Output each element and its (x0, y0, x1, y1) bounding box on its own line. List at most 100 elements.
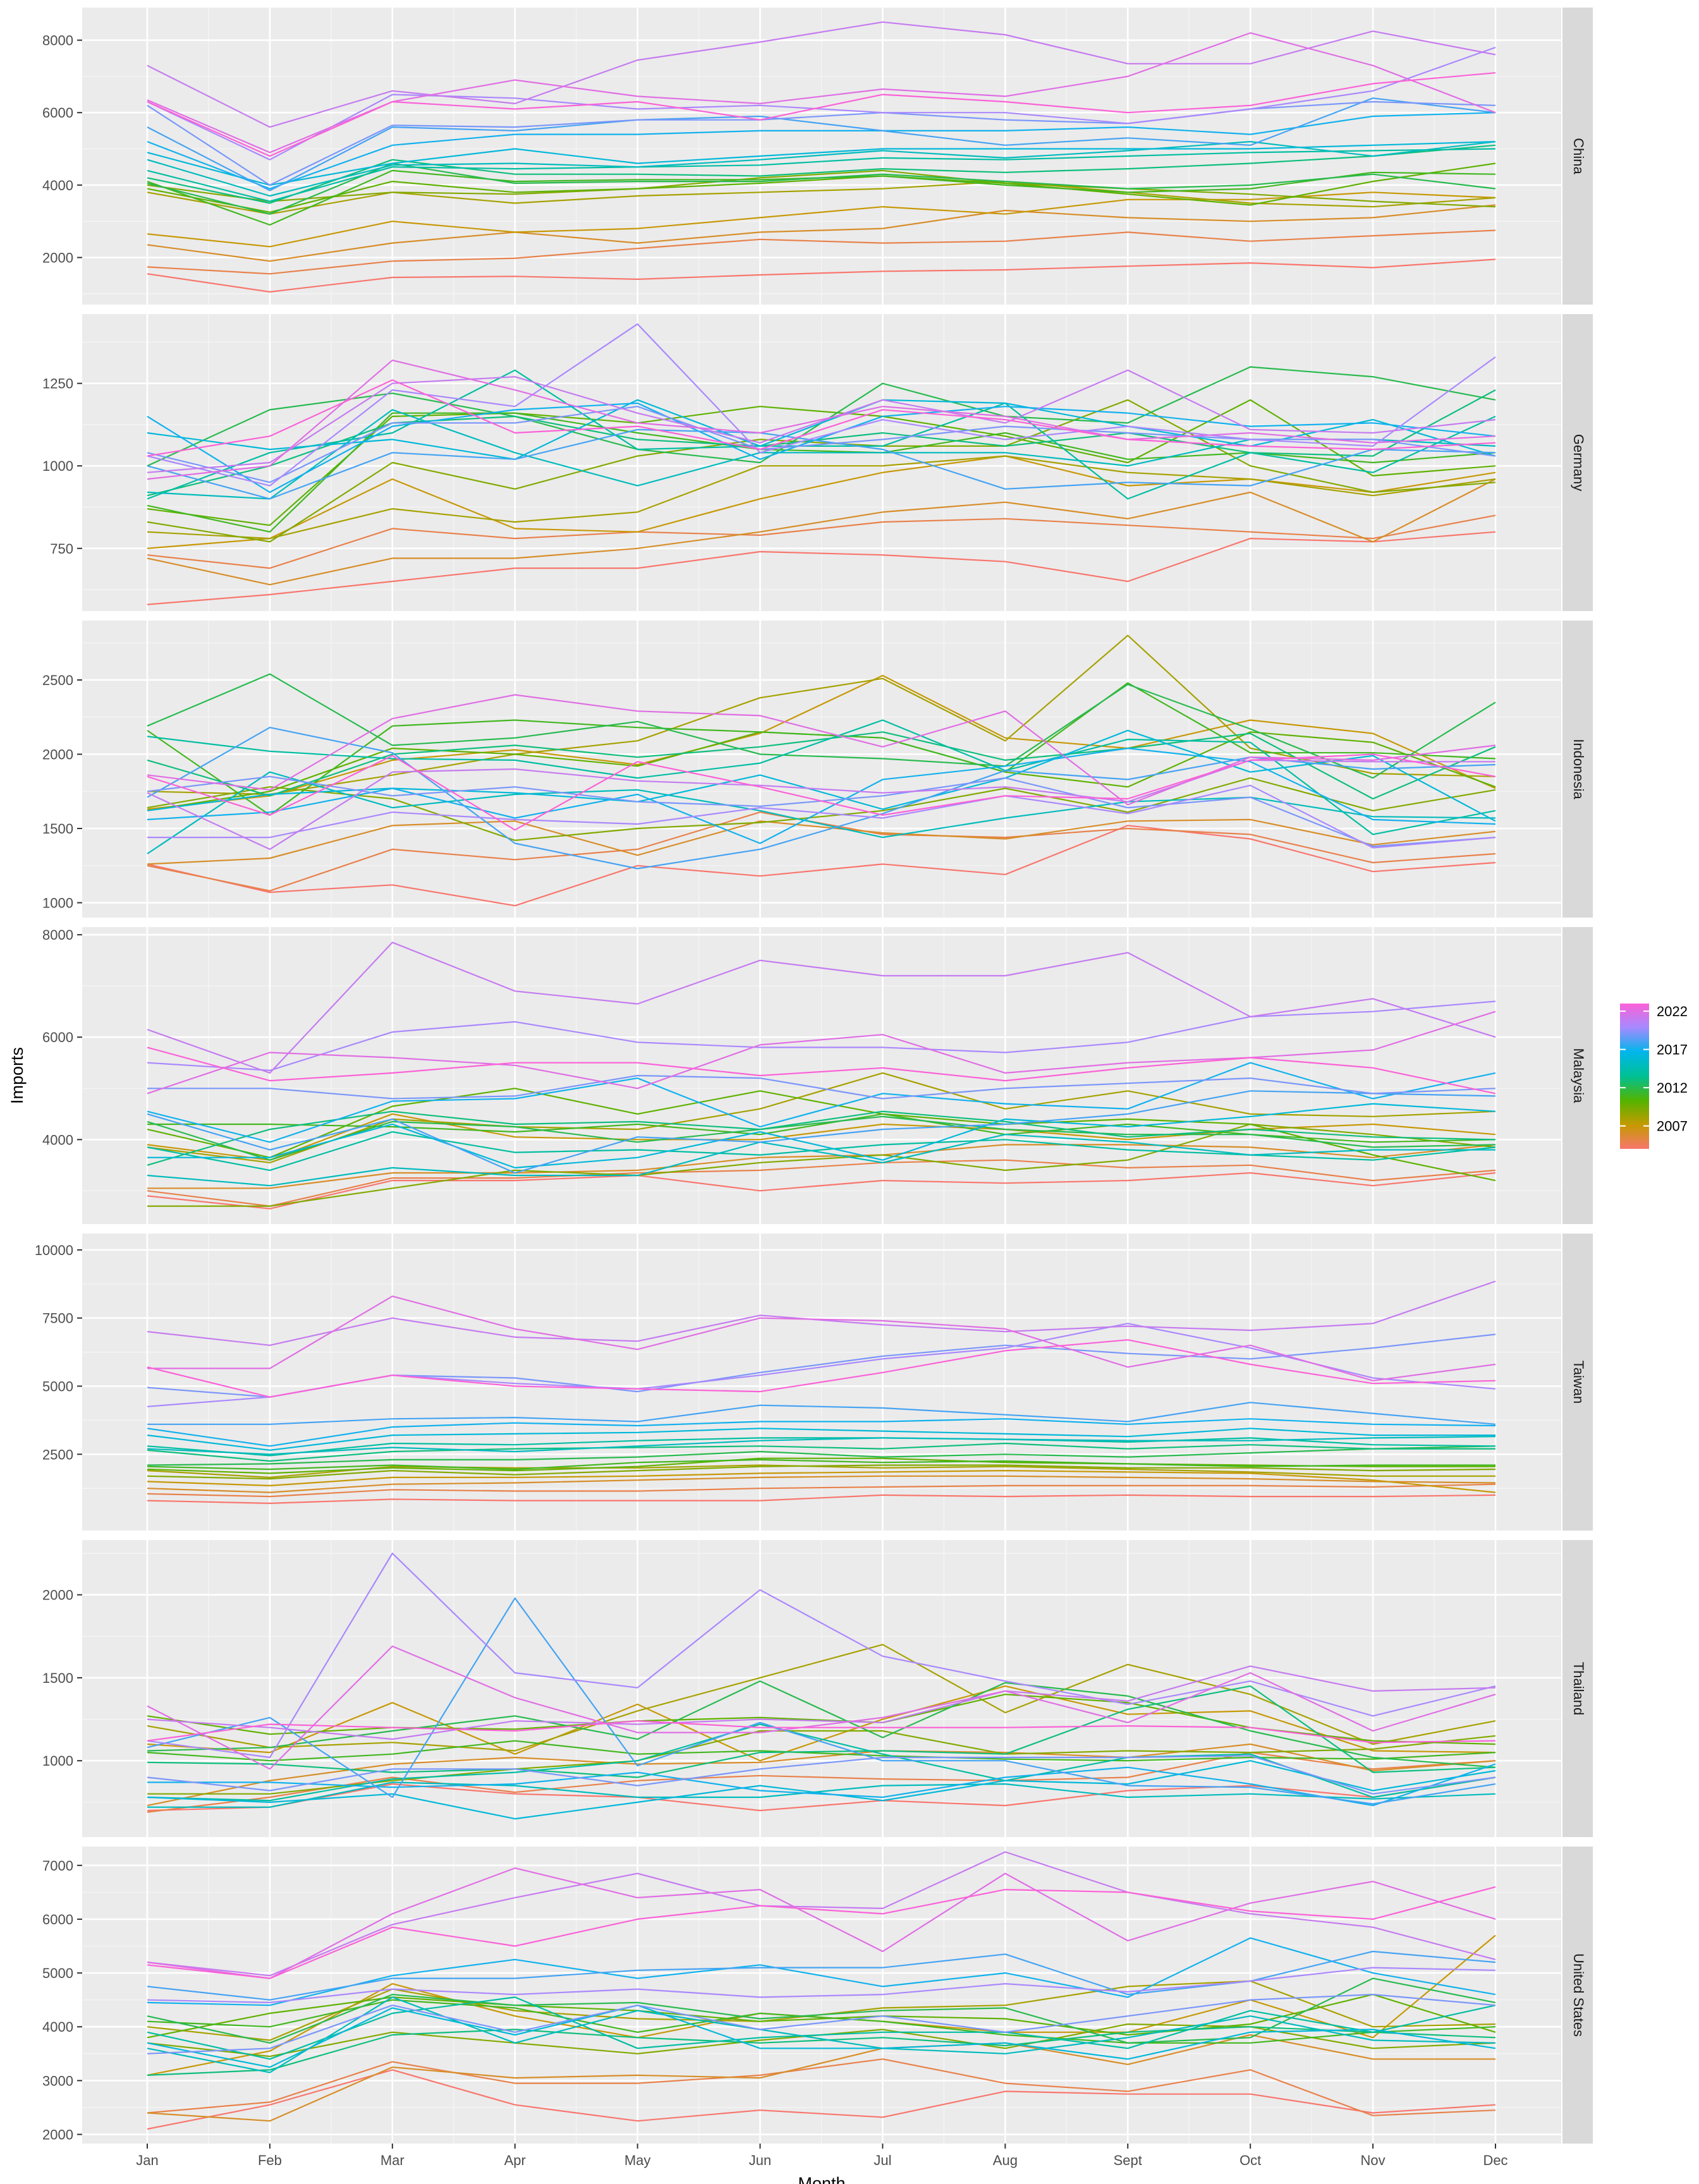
series-line (147, 1723, 1496, 1802)
series-line (147, 379, 1496, 457)
series-line (147, 1000, 1496, 1071)
series-line (147, 818, 1496, 865)
series-line (147, 1418, 1496, 1447)
facet-strip-label: Thailand (1571, 1662, 1586, 1715)
series-line (147, 1457, 1495, 1474)
series-line (147, 1680, 1496, 1768)
series-line (147, 1062, 1496, 1143)
y-tick-label: 1500 (42, 1670, 73, 1686)
series-line (147, 258, 1496, 293)
series-line (147, 784, 1496, 849)
series-line (147, 1867, 1496, 1979)
series-line (147, 1110, 1496, 1166)
series-line (147, 1483, 1496, 1498)
series-line (147, 673, 1496, 779)
series-line (147, 1159, 1496, 1207)
series-line (147, 811, 1496, 892)
y-tick-label: 2000 (42, 747, 73, 763)
facet-strip-label: United States (1571, 1953, 1586, 2037)
series-line (147, 46, 1496, 161)
y-tick-label: 2500 (42, 1447, 73, 1462)
series-line (147, 1437, 1496, 1457)
series-line (147, 1886, 1496, 1979)
legend-colorbar (1620, 1004, 1649, 1149)
series-line (147, 402, 1496, 494)
series-line (147, 1665, 1496, 1740)
series-line (147, 389, 1496, 497)
series-line (147, 369, 1496, 500)
y-tick-label: 2000 (42, 1587, 73, 1603)
series-line (147, 1967, 1496, 2003)
series-line (147, 1402, 1496, 1425)
series-line (147, 1685, 1496, 1762)
x-axis-title: Month (798, 2174, 845, 2184)
series-line (147, 1475, 1496, 1493)
series-line (147, 406, 1496, 483)
y-tick-label: 5000 (42, 1965, 73, 1981)
y-tick-label: 4000 (42, 1132, 73, 1148)
series-line (147, 1295, 1496, 1381)
series-line (147, 753, 1496, 831)
legend-label: 2022 (1657, 1004, 1688, 1019)
series-line (147, 1999, 1496, 2044)
series-line (147, 72, 1496, 157)
series-line (147, 1755, 1496, 1795)
series-line (147, 729, 1496, 822)
series-line (147, 1103, 1496, 1168)
series-line (147, 1470, 1496, 1493)
series-line (147, 1994, 1496, 2054)
series-line (147, 1113, 1496, 1161)
y-tick-label: 6000 (42, 1912, 73, 1927)
facet-strip (1562, 1234, 1593, 1531)
series-line (147, 1134, 1495, 1187)
facet-strip-label: China (1571, 138, 1586, 174)
x-tick-label: Aug (993, 2152, 1018, 2168)
y-axis-title: Imports (8, 1047, 27, 1104)
series-line (147, 777, 1496, 841)
series-line (147, 1115, 1496, 1161)
series-line (147, 191, 1496, 248)
series-line (147, 162, 1496, 213)
series-line (147, 1113, 1496, 1143)
series-line (147, 1994, 1496, 2039)
series-line (147, 1752, 1496, 1813)
series-line (147, 360, 1496, 480)
series-line (147, 771, 1496, 854)
facet-strip-label: Malaysia (1571, 1048, 1586, 1104)
series-line (147, 1436, 1496, 1455)
y-tick-label: 7500 (42, 1311, 73, 1326)
series-line (147, 97, 1496, 191)
x-tick-label: May (624, 2152, 651, 2168)
facet-strip (1562, 927, 1593, 1224)
series-line (147, 1464, 1496, 1480)
series-line (147, 1074, 1496, 1100)
y-tick-label: 10000 (35, 1242, 73, 1258)
x-tick-label: Oct (1239, 2152, 1261, 2168)
series-line (147, 1010, 1496, 1095)
series-line (147, 428, 1496, 500)
x-tick-label: Feb (258, 2152, 282, 2168)
series-line (147, 1685, 1496, 1778)
series-line (147, 531, 1496, 605)
series-line (147, 942, 1496, 1074)
x-tick-label: Jun (749, 2152, 771, 2168)
y-tick-label: 2000 (42, 2127, 73, 2143)
series-line (147, 369, 1496, 473)
series-line (147, 1720, 1496, 1744)
series-line (147, 229, 1496, 275)
y-tick-label: 1250 (42, 376, 73, 392)
series-line (147, 1937, 1496, 2006)
series-line (147, 141, 1496, 186)
series-line (147, 1740, 1496, 1762)
series-line (147, 1743, 1496, 1807)
y-tick-label: 750 (50, 541, 73, 557)
y-tick-label: 4000 (42, 178, 73, 193)
facet-strip (1562, 8, 1593, 305)
series-line (147, 1494, 1496, 1504)
series-line (147, 100, 1496, 186)
series-line (147, 141, 1496, 197)
series-line (147, 1090, 1496, 1174)
series-line (147, 1760, 1496, 1820)
legend-label: 2017 (1657, 1042, 1688, 1058)
y-tick-label: 6000 (42, 105, 73, 121)
